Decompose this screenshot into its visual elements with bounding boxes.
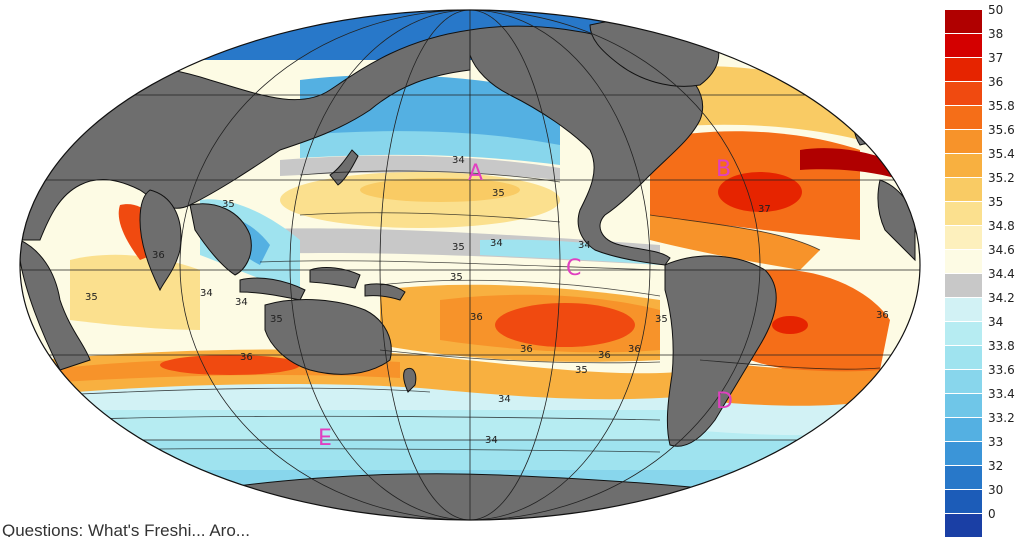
colorbar-swatch [945,514,982,538]
contour-label: 34 [490,238,503,249]
salinity-colorbar: 50 38 37 36 35.8 35.6 35.4 35.2 35 34.8 34.6 34.4 34… [940,3,1018,538]
colorbar-swatch [945,10,982,34]
contour-label: 36 [470,312,483,323]
region-label-d: D [716,389,733,414]
contour-lines [59,170,881,453]
colorbar-label: 35 [988,195,1004,209]
contour-label: 34 [485,435,498,446]
contour-label: 35 [452,242,465,253]
region-labels: A B C D E [318,157,733,451]
colorbar-swatch [945,130,982,154]
colorbar-swatch [945,370,982,394]
contour-label: 35 [270,314,283,325]
colorbar-swatch [945,442,982,466]
colorbar-swatch [945,298,982,322]
colorbar-label: 30 [988,483,1004,497]
contour-label: 35 [575,365,588,376]
contour-label: 34 [452,155,465,166]
contour-label: 35 [655,314,668,325]
colorbar-label: 0 [988,507,996,521]
region-label-c: C [566,256,581,281]
region-label-a: A [468,161,483,186]
colorbar-swatch [945,106,982,130]
colorbar-label: 34.6 [988,243,1015,257]
colorbar-label: 35.8 [988,99,1015,113]
contour-label: 36 [520,344,533,355]
colorbar-swatch [945,154,982,178]
region-label-b: B [716,157,731,182]
contour-label: 37 [758,204,771,215]
colorbar-label: 50 [988,3,1004,17]
globe-outline [19,9,921,521]
colorbar-label: 33 [988,435,1004,449]
colorbar-label: 34 [988,315,1004,329]
colorbar-label: 32 [988,459,1004,473]
colorbar-label: 36 [988,75,1004,89]
colorbar-label: 33.4 [988,387,1015,401]
colorbar-swatch [945,322,982,346]
region-label-e: E [318,426,332,451]
colorbar-swatch [945,490,982,514]
colorbar-swatch [945,274,982,298]
contour-label: 34 [235,297,248,308]
colorbar-label: 33.2 [988,411,1015,425]
contour-label: 34 [498,394,511,405]
contour-label: 36 [876,310,889,321]
colorbar-swatch [945,178,982,202]
colorbar-swatch [945,250,982,274]
colorbar-label: 38 [988,27,1004,41]
colorbar-label: 34.8 [988,219,1015,233]
contour-label: 35 [492,188,505,199]
colorbar-swatch [945,202,982,226]
contour-label: 36 [598,350,611,361]
colorbar-swatch [945,82,982,106]
colorbar-label: 33.6 [988,363,1015,377]
colorbar-swatch [945,226,982,250]
contour-label: 36 [240,352,253,363]
colorbar-label: 35.4 [988,147,1015,161]
contour-label: 36 [628,344,641,355]
contour-label: 34 [200,288,213,299]
colorbar-swatch [945,394,982,418]
colorbar-label: 34.4 [988,267,1015,281]
ocean-salinity-field [20,10,920,520]
caption-text: Questions: What's Freshi... Aro... [2,521,250,537]
world-map-svg: 34 35 35 34 35 34 35 36 36 35 36 34 34 3… [19,9,921,521]
salinity-map: 34 35 35 34 35 34 35 36 36 35 36 34 34 3… [19,9,921,521]
contour-labels: 34 35 35 34 35 34 35 36 36 35 36 34 34 3… [85,155,889,446]
contour-label: 35 [222,199,235,210]
colorbar-swatch [945,466,982,490]
contour-label: 35 [85,292,98,303]
colorbar-label: 37 [988,51,1004,65]
colorbar-label: 33.8 [988,339,1015,353]
contour-label: 36 [152,250,165,261]
contour-label: 35 [450,272,463,283]
colorbar-swatch [945,346,982,370]
colorbar-label: 35.2 [988,171,1015,185]
colorbar-swatch [945,34,982,58]
colorbar-label: 35.6 [988,123,1015,137]
graticule [20,10,920,520]
contour-label: 34 [578,240,591,251]
colorbar-label: 34.2 [988,291,1015,305]
colorbar-swatch [945,58,982,82]
colorbar-swatch [945,418,982,442]
